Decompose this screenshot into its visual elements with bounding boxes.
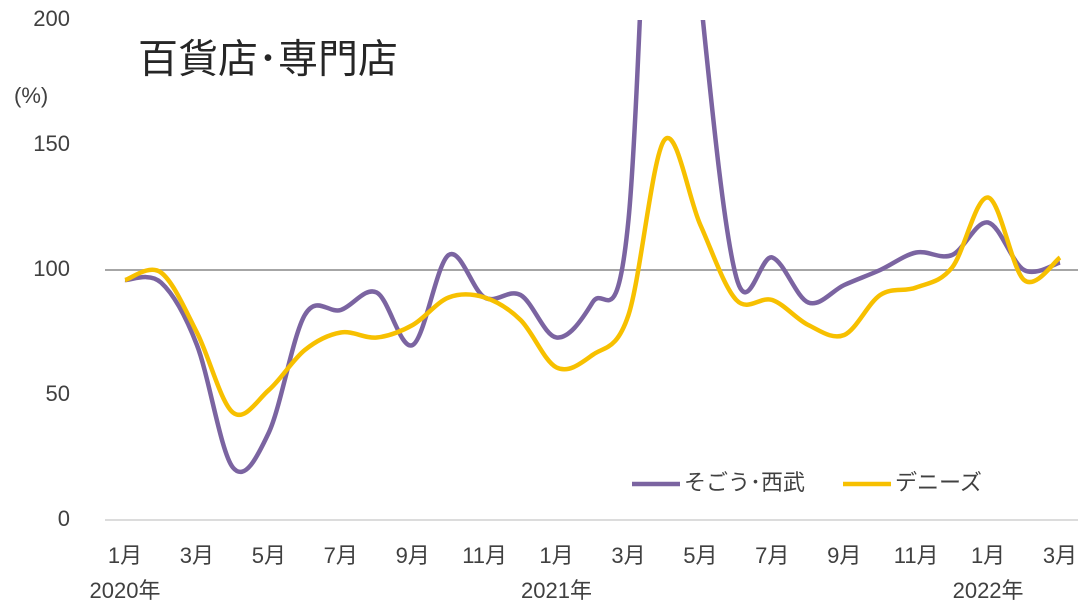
x-tick-label: 3月 — [180, 543, 214, 568]
series-line — [124, 135, 1062, 417]
x-tick-label: 11月 — [462, 543, 507, 568]
y-tick-label: 50 — [46, 381, 70, 406]
x-tick-label: 9月 — [396, 543, 430, 568]
y-axis-label: (%) — [14, 83, 48, 108]
x-tick-label: 7月 — [755, 543, 789, 568]
x-tick-label: 1月 — [108, 543, 142, 568]
y-tick-label: 0 — [58, 506, 70, 531]
x-tick-label: 1月 — [971, 543, 1005, 568]
x-tick-label: 3月 — [1043, 543, 1077, 568]
year-label: 2021年 — [521, 578, 592, 603]
x-tick-label: 3月 — [611, 543, 645, 568]
x-tick-label: 5月 — [252, 543, 286, 568]
year-label: 2022年 — [953, 578, 1024, 603]
legend-label: そごう･西武 — [684, 470, 805, 495]
x-tick-label: 5月 — [683, 543, 717, 568]
y-tick-label: 200 — [33, 6, 70, 31]
year-label: 2020年 — [90, 578, 161, 603]
legend-label: デニーズ — [895, 470, 982, 495]
x-tick-label: 11月 — [894, 543, 939, 568]
x-tick-label: 1月 — [539, 543, 573, 568]
chart-title: 百貨店･専門店 — [138, 38, 398, 82]
x-tick-label: 7月 — [324, 543, 358, 568]
series-line — [124, 20, 1061, 475]
x-tick-label: 9月 — [827, 543, 861, 568]
y-tick-label: 100 — [33, 256, 70, 281]
plot-area — [124, 20, 1062, 475]
y-tick-label: 150 — [33, 131, 70, 156]
